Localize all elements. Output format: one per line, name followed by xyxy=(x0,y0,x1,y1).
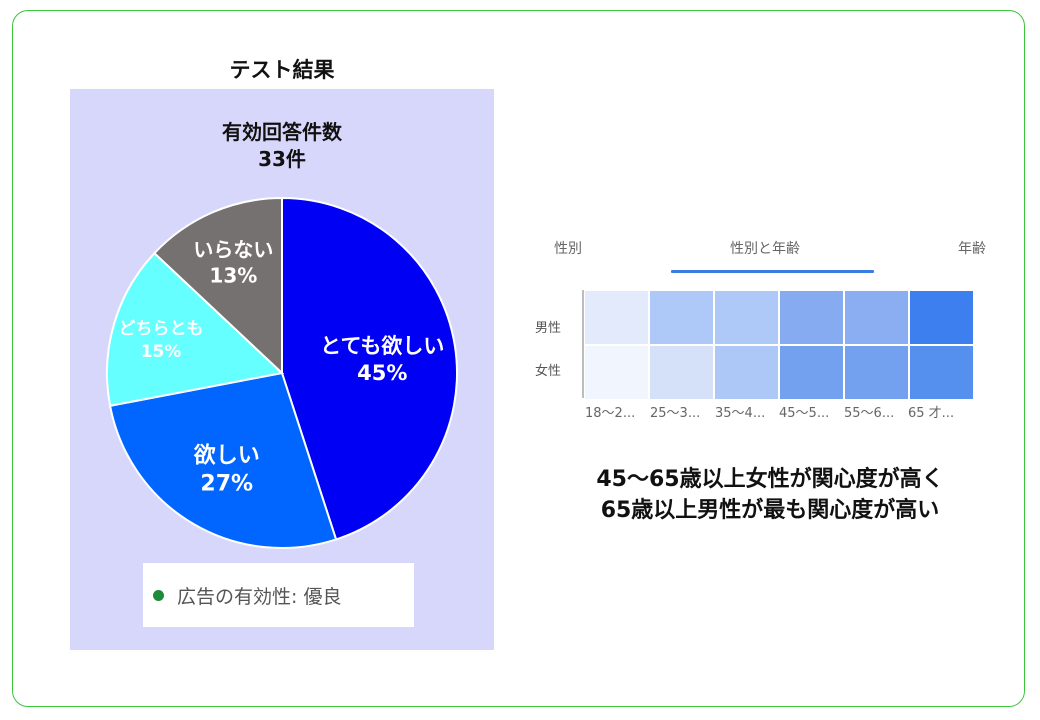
heatmap-cell xyxy=(650,291,713,344)
tab-gender-and-age[interactable]: 性別と年齢 xyxy=(730,241,800,257)
heatmap-cell xyxy=(715,291,778,344)
heatmap-cell xyxy=(845,346,908,399)
heatmap-axis xyxy=(582,290,584,398)
conclusion-text: 45〜65歳以上女性が関心度が高く 65歳以上男性が最も関心度が高い xyxy=(540,464,1000,526)
heatmap-grid xyxy=(585,291,973,399)
card-frame xyxy=(12,10,1025,707)
col-label: 45〜5... xyxy=(779,406,830,421)
conclusion-line-1: 45〜65歳以上女性が関心度が高く xyxy=(596,467,944,492)
demographic-tabs: 性別 性別と年齢 年齢 xyxy=(540,232,1010,282)
col-label: 18〜2... xyxy=(585,406,636,421)
heatmap-cell xyxy=(585,346,648,399)
heatmap-cell xyxy=(910,291,973,344)
tab-gender[interactable]: 性別 xyxy=(554,241,582,257)
slice-category-label: とても欲しい xyxy=(320,334,444,358)
legend-dot-icon xyxy=(153,589,164,601)
legend: 広告の有効性: 優良 xyxy=(143,563,414,627)
heatmap-cell xyxy=(845,291,908,344)
slice-percent-label: 45% xyxy=(357,361,407,385)
row-label-male: 男性 xyxy=(535,321,562,336)
heatmap-cell xyxy=(650,346,713,399)
response-count-label: 有効回答件数 xyxy=(222,120,342,144)
slice-category-label: 欲しい xyxy=(193,442,260,468)
slice-percent-label: 27% xyxy=(200,471,253,496)
slice-percent-label: 13% xyxy=(209,264,257,288)
slice-category-label: いらない xyxy=(193,238,273,262)
col-label: 35〜4... xyxy=(715,406,766,421)
pie-slice xyxy=(106,251,285,407)
heatmap-cell xyxy=(780,346,843,399)
tab-age[interactable]: 年齢 xyxy=(958,241,986,257)
row-label-female: 女性 xyxy=(535,364,562,379)
chart-title: テスト結果 xyxy=(229,58,335,82)
heatmap-cell xyxy=(780,291,843,344)
slice-category-label: どちらとも xyxy=(119,319,204,339)
heatmap-cell xyxy=(715,346,778,399)
heatmap-cell xyxy=(910,346,973,399)
col-label: 65 才... xyxy=(908,406,955,421)
response-count: 有効回答件数 33件 xyxy=(70,119,494,173)
active-tab-indicator xyxy=(671,270,874,273)
pie-slice xyxy=(153,196,283,376)
conclusion-line-2: 65歳以上男性が最も関心度が高い xyxy=(600,498,940,523)
heatmap-cell xyxy=(585,291,648,344)
pie-slice xyxy=(108,371,338,549)
col-label: 25〜3... xyxy=(650,406,701,421)
response-count-value: 33件 xyxy=(258,147,306,171)
pie-chart-panel: 有効回答件数 33件 とても欲しい 45% 欲しい 27% どちらとも 15% いらない 13… xyxy=(70,89,494,650)
col-label: 55〜6... xyxy=(844,406,895,421)
pie-slice xyxy=(281,196,458,541)
legend-label: 広告の有効性: 優良 xyxy=(177,585,342,608)
slice-percent-label: 15% xyxy=(141,342,182,362)
